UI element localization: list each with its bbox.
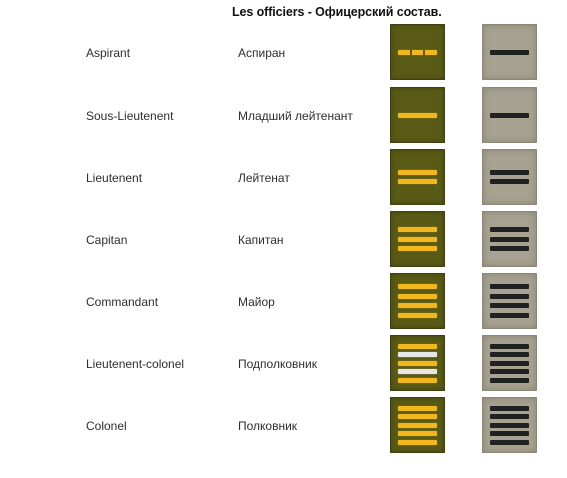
insignia-dress-icon	[390, 397, 445, 453]
dark-stripe	[490, 369, 529, 374]
rank-name-french: Lieutenent	[86, 171, 143, 185]
dark-stripe	[490, 112, 529, 118]
stripe-gap	[410, 49, 412, 55]
dark-stripe	[490, 377, 529, 383]
gold-stripe	[398, 303, 437, 309]
dark-stripe	[490, 439, 529, 445]
dark-stripe	[490, 303, 529, 309]
dark-stripe	[490, 431, 529, 436]
gold-stripe	[398, 439, 437, 445]
dark-stripe	[490, 284, 529, 290]
page-title: Les officiers - Офицерский состав.	[232, 5, 442, 19]
gold-stripe	[398, 414, 437, 419]
insignia-field-icon	[482, 24, 537, 80]
dark-stripe	[490, 360, 529, 366]
dark-stripe	[490, 246, 529, 251]
rank-name-french: Aspirant	[86, 46, 131, 60]
rank-row: Lieutenent-colonel Подполковник	[0, 335, 567, 395]
rank-name-french: Sous-Lieutenent	[86, 109, 174, 123]
dark-stripe	[490, 179, 529, 185]
gold-stripe	[398, 246, 437, 251]
dark-stripe	[490, 293, 529, 299]
gold-stripe	[398, 227, 437, 232]
rank-name-french: Colonel	[86, 419, 127, 433]
rank-name-russian: Аспиран	[238, 46, 286, 60]
rank-name-french: Commandant	[86, 295, 159, 309]
insignia-field-icon	[482, 149, 537, 205]
stripe-gap	[423, 49, 425, 55]
dark-stripe	[490, 312, 529, 318]
gold-stripe	[398, 377, 437, 383]
dark-stripe	[490, 169, 529, 175]
insignia-dress-icon	[390, 87, 445, 143]
gold-stripe	[398, 169, 437, 175]
insignia-dress-icon	[390, 335, 445, 391]
rank-name-russian: Лейтенат	[238, 171, 290, 185]
silver-stripe	[398, 369, 437, 374]
rank-row: Lieutenent Лейтенат	[0, 149, 567, 209]
dark-stripe	[490, 343, 529, 349]
dark-stripe	[490, 227, 529, 232]
gold-stripe	[398, 179, 437, 185]
insignia-dress-icon	[390, 273, 445, 329]
gold-stripe	[398, 360, 437, 366]
gold-stripe	[398, 312, 437, 318]
gold-stripe	[398, 431, 437, 436]
dark-stripe	[490, 236, 529, 242]
insignia-field-icon	[482, 211, 537, 267]
page-footer-space	[0, 456, 567, 478]
insignia-dress-icon	[390, 211, 445, 267]
gold-stripe	[398, 49, 437, 55]
dark-stripe	[490, 414, 529, 419]
dark-stripe	[490, 405, 529, 411]
insignia-field-icon	[482, 273, 537, 329]
dark-stripe	[490, 352, 529, 357]
gold-stripe	[398, 112, 437, 118]
insignia-dress-icon	[390, 149, 445, 205]
gold-stripe	[398, 236, 437, 242]
rank-name-french: Capitan	[86, 233, 128, 247]
dark-stripe	[490, 49, 529, 55]
rank-row: Sous-Lieutenent Младший лейтенант	[0, 87, 567, 147]
insignia-dress-icon	[390, 24, 445, 80]
silver-stripe	[398, 352, 437, 357]
rank-name-russian: Полковник	[238, 419, 298, 433]
rank-row: Capitan Капитан	[0, 211, 567, 271]
dark-stripe	[490, 422, 529, 428]
rank-name-russian: Младший лейтенант	[238, 109, 353, 123]
rank-row: Aspirant Аспиран	[0, 24, 567, 84]
rank-name-russian: Майор	[238, 295, 275, 309]
insignia-field-icon	[482, 397, 537, 453]
rank-name-french: Lieutenent-colonel	[86, 357, 185, 371]
rank-row: Commandant Майор	[0, 273, 567, 333]
gold-stripe	[398, 422, 437, 428]
rank-row: Colonel Полковник	[0, 397, 567, 457]
insignia-field-icon	[482, 335, 537, 391]
gold-stripe	[398, 293, 437, 299]
gold-stripe	[398, 284, 437, 290]
rank-name-russian: Подполковник	[238, 357, 317, 371]
gold-stripe	[398, 343, 437, 349]
insignia-field-icon	[482, 87, 537, 143]
rank-name-russian: Капитан	[238, 233, 284, 247]
gold-stripe	[398, 405, 437, 411]
